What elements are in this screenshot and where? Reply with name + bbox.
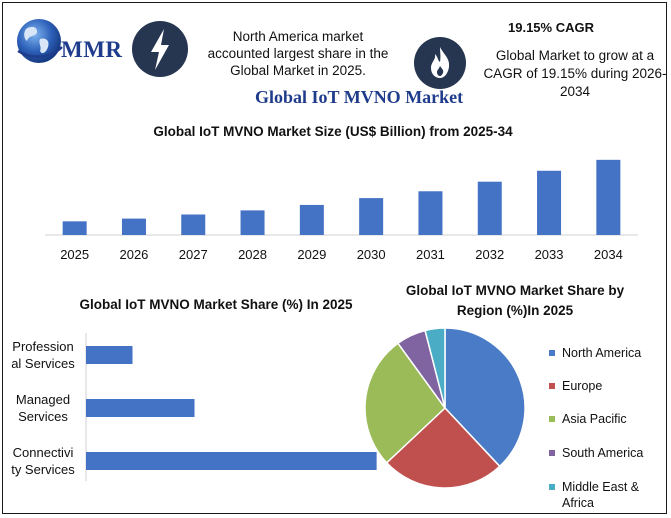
bar-2029: [299, 204, 324, 235]
bar-2027: [181, 214, 206, 235]
bar-2026: [121, 218, 146, 235]
main-title: Global IoT MVNO Market: [255, 87, 464, 107]
north-america-note: North America market accounted largest s…: [207, 29, 389, 78]
legend-label: Europe: [562, 379, 603, 393]
bar-2030: [359, 198, 384, 235]
bar-2033: [537, 170, 562, 235]
legend-label: Asia Pacific: [562, 412, 627, 426]
x-tick-2029: 2029: [297, 247, 326, 262]
bar-2032: [477, 181, 502, 235]
infographic-frame: MMR North America market accounted large…: [2, 2, 667, 514]
pie-slice-asia-pacific: [364, 342, 446, 464]
x-tick-2026: 2026: [119, 247, 148, 262]
x-tick-2034: 2034: [594, 247, 623, 262]
pie-slice-middle-east-africa: [424, 327, 446, 409]
cagr-description: Global Market to grow at a CAGR of 19.15…: [483, 48, 667, 99]
x-tick-2031: 2031: [416, 247, 445, 262]
legend-label: Middle East & Africa: [562, 480, 640, 510]
pie-title-line: Region (%)In 2025: [456, 303, 574, 318]
legend-label: South America: [562, 446, 644, 460]
legend-label: North America: [562, 346, 642, 360]
bar-2025: [62, 221, 87, 235]
pie-title-line: Global IoT MVNO Market Share by: [405, 283, 625, 298]
market-size-bar-chart: 2025 2026 2027 2028 2029 2030 2031 2032 2033 2034: [45, 159, 638, 262]
x-tick-2027: 2027: [179, 247, 208, 262]
hbar-2: [86, 452, 377, 470]
category-label-2: Connectivi ty Services: [11, 445, 75, 477]
region-legend: North America Europe Asia Pacific South Ame…: [549, 341, 669, 516]
category-label-0: Profession al Services: [11, 339, 75, 371]
x-tick-2028: 2028: [238, 247, 267, 262]
lightning-bolt-icon: [132, 21, 188, 77]
flame-icon: [414, 37, 466, 89]
market-share-chart-title: Global IoT MVNO Market Share (%) In 2025: [79, 297, 353, 312]
pie-slice-north-america: [444, 327, 526, 468]
market-share-horizontal-bar-chart: Profession al Services Managed Services Conn…: [11, 333, 377, 481]
region-share-chart-title: Global IoT MVNO Market Share by Region (%…: [395, 281, 635, 321]
hbar-1: [86, 399, 195, 417]
cagr-title: 19.15% CAGR: [508, 20, 594, 35]
market-size-chart-title: Global IoT MVNO Market Size (US$ Billion…: [153, 124, 513, 139]
bar-2028: [240, 210, 265, 235]
brand-logo: MMR: [61, 37, 123, 62]
category-label-1: Managed Services: [16, 392, 70, 424]
legend-swatch: [549, 383, 555, 389]
region-share-pie-chart: [364, 327, 526, 489]
legend-swatch: [549, 350, 555, 356]
x-tick-2025: 2025: [60, 247, 89, 262]
legend-swatch: [549, 484, 555, 490]
legend-swatch: [549, 450, 555, 456]
bar-2034: [596, 159, 621, 235]
x-tick-2032: 2032: [475, 247, 504, 262]
globe-icon: [17, 19, 63, 63]
pie-slice-europe: [385, 406, 501, 489]
x-tick-2033: 2033: [535, 247, 564, 262]
legend-swatch: [549, 416, 555, 422]
hbar-0: [86, 346, 133, 364]
x-tick-2030: 2030: [357, 247, 386, 262]
bar-2031: [418, 191, 443, 235]
